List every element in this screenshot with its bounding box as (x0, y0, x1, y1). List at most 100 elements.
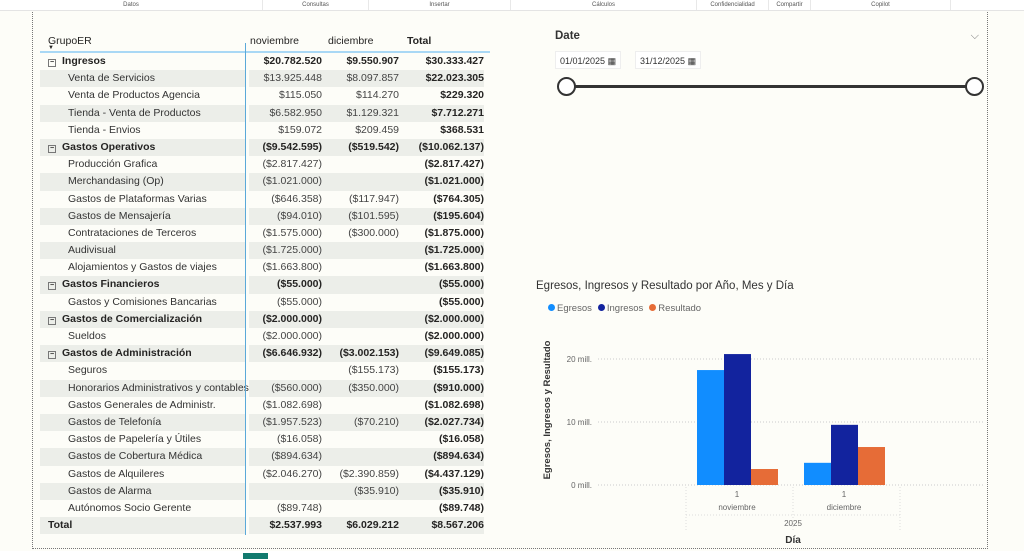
header-total[interactable]: Total (407, 35, 432, 47)
slider-end-handle[interactable] (965, 77, 984, 96)
cell-value: ($1.021.000) (424, 175, 484, 188)
table-row[interactable]: Seguros ($155.173) ($155.173) (40, 362, 490, 379)
bar-ingresos-diciembre[interactable] (831, 424, 858, 485)
row-label: Gastos y Comisiones Bancarias (68, 294, 217, 311)
cell-value: ($764.305) (433, 192, 484, 205)
cell-value: ($101.595) (348, 209, 399, 222)
total-row[interactable]: Total $2.537.993 $6.029.212 $8.567.206 (40, 517, 490, 535)
row-label: Gastos de Telefonía (68, 414, 161, 431)
cell-value: ($155.173) (433, 364, 484, 377)
collapse-icon[interactable]: − (48, 351, 56, 360)
table-row[interactable]: Producción Grafica ($2.817.427) ($2.817.42… (40, 156, 490, 173)
legend-item[interactable]: Ingresos (597, 303, 643, 314)
bar-egresos-noviembre[interactable] (697, 370, 724, 485)
start-date-input[interactable]: 01/01/2025 ▦ (555, 51, 622, 69)
cell-value: ($560.000) (271, 381, 322, 394)
table-row[interactable]: Contrataciones de Terceros ($1.575.000) ($… (40, 225, 490, 242)
table-row[interactable]: Venta de Servicios $13.925.448 $8.097.857 $… (40, 70, 490, 88)
calendar-icon[interactable]: ▦ (607, 56, 617, 66)
table-row[interactable]: Tienda - Envios $159.072 $209.459 $368.531 (40, 122, 490, 139)
legend-item[interactable]: Resultado (649, 303, 701, 314)
cell-value: ($55.000) (439, 278, 484, 291)
row-label: Contrataciones de Terceros (68, 225, 196, 242)
cell-value: ($1.875.000) (424, 226, 484, 239)
table-row[interactable]: Gastos de Telefonía ($1.957.523) ($70.210)… (40, 413, 490, 432)
table-row[interactable]: Autónomos Socio Gerente ($89.748) ($89.748… (40, 500, 490, 517)
table-row[interactable]: Gastos de Alquileres ($2.046.270) ($2.390.… (40, 466, 490, 483)
cell-value: ($55.000) (439, 295, 484, 308)
bar-resultado-noviembre[interactable] (751, 469, 778, 485)
row-label-text: Gastos de Comercialización (62, 312, 203, 325)
table-row[interactable]: Gastos de Plataformas Varias ($646.358) ($… (40, 191, 490, 208)
bar-resultado-diciembre[interactable] (858, 447, 885, 485)
legend-label: Egresos (557, 303, 592, 314)
table-row[interactable]: Gastos de Alarma ($35.910) ($35.910) (40, 482, 490, 500)
table-row[interactable]: Tienda - Venta de Productos $6.582.950 $1.… (40, 104, 490, 122)
table-row[interactable]: Gastos de Cobertura Médica ($894.634) ($89… (40, 448, 490, 466)
group-row[interactable]: − Gastos de Comercialización ($2.000.000) (… (40, 310, 490, 328)
legend-item[interactable]: Egresos (548, 303, 592, 314)
row-label-text: Venta de Servicios (68, 72, 155, 85)
cell-value: $9.550.907 (346, 55, 399, 67)
cell-value: ($1.021.000) (262, 175, 322, 188)
table-row[interactable]: Gastos de Mensajería ($94.010) ($101.595) (… (40, 207, 490, 225)
x-year-label: 2025 (784, 519, 802, 528)
x-axis-title: Día (785, 535, 801, 546)
table-row[interactable]: Gastos y Comisiones Bancarias ($55.000) ($… (40, 294, 490, 311)
row-label-text: Gastos y Comisiones Bancarias (68, 295, 217, 308)
column-chart: Egresos, Ingresos y Resultado por Año, M… (530, 270, 990, 550)
group-row[interactable]: − Gastos Financieros ($55.000) ($55.000) (40, 276, 490, 294)
row-label: Gastos de Cobertura Médica (68, 448, 202, 465)
collapse-icon[interactable]: − (48, 316, 56, 325)
row-label-text: Tienda - Venta de Productos (68, 106, 201, 119)
row-label: Gastos de Plataformas Varias (68, 191, 207, 208)
end-date-input[interactable]: 31/12/2025 ▦ (635, 51, 702, 69)
slicer-title: Date (555, 30, 580, 42)
group-row[interactable]: − Ingresos $20.782.520 $9.550.907 $30.333.42… (40, 53, 490, 70)
cell-value: ($1.082.698) (424, 398, 484, 411)
row-label-text: Gastos de Cobertura Médica (68, 450, 203, 463)
row-label-text: Seguros (68, 364, 108, 377)
table-row[interactable]: Gastos de Papelería y Útiles ($16.058) ($1… (40, 431, 490, 448)
table-row[interactable]: Gastos Generales de Administr. ($1.082.69… (40, 397, 490, 414)
cell-value: ($35.910) (354, 484, 399, 497)
row-label: Gastos de Alarma (68, 483, 151, 500)
cell-value: ($2.000.000) (424, 330, 484, 342)
slider-start-handle[interactable] (557, 77, 576, 96)
matrix-header: GrupoER ▼ noviembre diciembre Total (40, 30, 490, 53)
table-row[interactable]: Honorarios Administrativos y contables ($… (40, 379, 490, 397)
group-row[interactable]: − Gastos Operativos ($9.542.595) ($519.542)… (40, 138, 490, 157)
header-noviembre[interactable]: noviembre (250, 35, 300, 47)
row-label-text: Gastos Generales de Administr. (68, 398, 216, 411)
cell-value: ($350.000) (348, 381, 399, 394)
row-label: Sueldos (68, 328, 106, 345)
table-row[interactable]: Merchandasing (Op) ($1.021.000) ($1.021.00… (40, 173, 490, 191)
calendar-icon[interactable]: ▦ (687, 56, 697, 66)
cell-value: $368.531 (440, 123, 484, 136)
table-row[interactable]: Venta de Productos Agencia $115.050 $114.2… (40, 87, 490, 104)
table-row[interactable]: Alojamientos y Gastos de viajes ($1.663.8… (40, 259, 490, 276)
bar-ingresos-noviembre[interactable] (724, 354, 751, 485)
report-canvas (32, 12, 988, 549)
header-grupoer[interactable]: GrupoER (48, 35, 92, 47)
cell-value: ($2.000.000) (262, 330, 322, 342)
cell-value: ($16.058) (439, 433, 484, 446)
collapse-icon[interactable]: − (48, 144, 56, 153)
active-page-tab[interactable] (243, 553, 268, 559)
cell-value: $159.072 (278, 123, 322, 136)
collapse-icon[interactable]: − (48, 59, 56, 67)
chart-legend: Egresos Ingresos Resultado (548, 303, 701, 314)
slider-track[interactable] (566, 85, 974, 88)
group-row[interactable]: − Gastos de Administración ($6.646.932) ($3… (40, 345, 490, 363)
table-row[interactable]: Sueldos ($2.000.000) ($2.000.000) (40, 328, 490, 345)
header-diciembre[interactable]: diciembre (328, 35, 374, 47)
cell-value: ($1.663.800) (424, 261, 484, 274)
row-label: Honorarios Administrativos y contables (68, 380, 249, 397)
sort-arrow-icon[interactable]: ▼ (48, 45, 54, 51)
collapse-icon[interactable]: − (48, 282, 56, 291)
table-row[interactable]: Audivisual ($1.725.000) ($1.725.000) (40, 242, 490, 260)
chevron-down-icon[interactable]: ⌵ (970, 30, 979, 42)
cell-value: $229.320 (440, 89, 484, 102)
row-label: Tienda - Envios (68, 122, 141, 139)
bar-egresos-diciembre[interactable] (804, 462, 831, 485)
